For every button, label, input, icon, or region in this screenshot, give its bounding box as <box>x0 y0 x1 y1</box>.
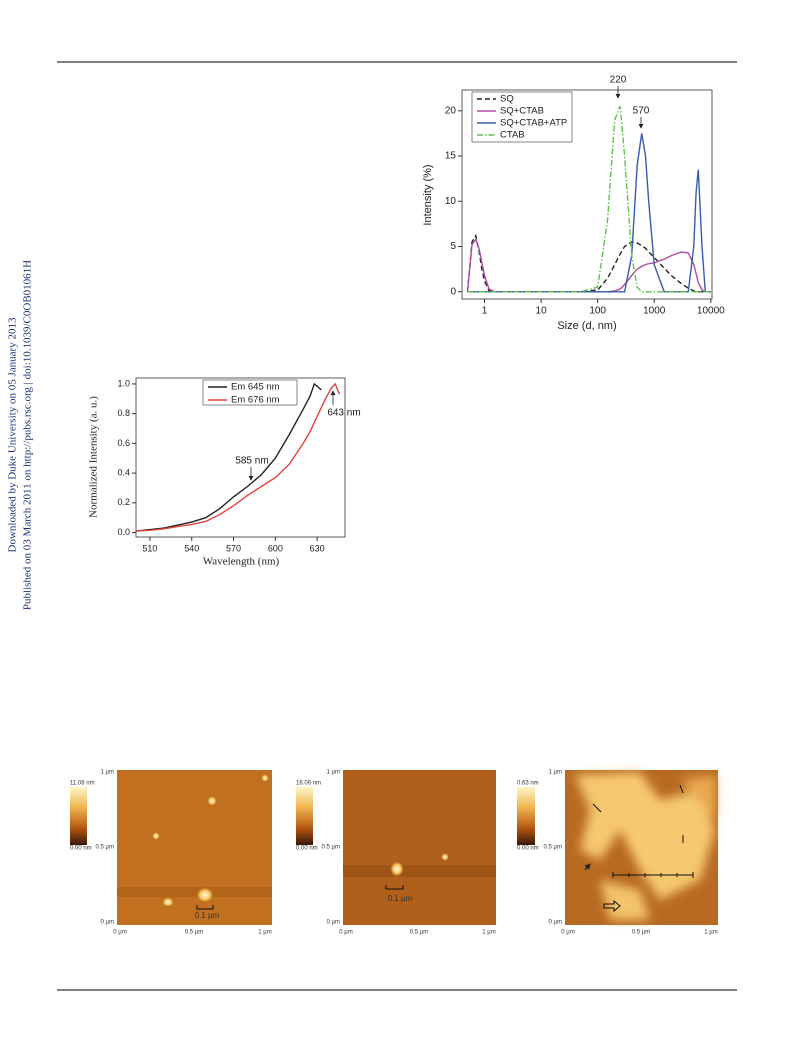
y-label: 0.5 µm <box>96 845 114 851</box>
y-axis-label: Normalized Intensity (a. u.) <box>88 396 100 518</box>
x-label: 0 µm <box>113 930 126 936</box>
legend-label: SQ+CTAB <box>500 106 544 117</box>
x-label: 0.5 µm <box>410 930 428 936</box>
color-bar-max: 0.63 nm <box>517 781 539 787</box>
x-tick-label: 600 <box>268 543 283 553</box>
y-label: 1 µm <box>549 770 562 776</box>
y-tick-label: 10 <box>445 196 457 207</box>
x-label: 0 µm <box>339 930 352 936</box>
annotation: 220 <box>610 75 627 86</box>
y-label: 0 µm <box>101 920 114 926</box>
afm-image <box>117 770 272 925</box>
y-label: 0 µm <box>549 920 562 926</box>
series-line <box>466 237 711 293</box>
annotation: 570 <box>633 106 650 117</box>
afm-artifact <box>343 865 496 877</box>
x-label: 0.5 µm <box>632 930 650 936</box>
afm-image <box>343 770 496 925</box>
x-axis-label: Wavelength (nm) <box>203 556 280 568</box>
series-line <box>467 133 711 293</box>
annotation: 643 nm <box>327 408 360 419</box>
afm-particle <box>196 887 214 903</box>
afm-particle <box>207 796 217 806</box>
annotation: 585 nm <box>235 456 268 467</box>
y-label: 1 µm <box>327 770 340 776</box>
legend-label: Em 676 nm <box>231 395 280 406</box>
y-tick-label: 1.0 <box>117 378 130 388</box>
afm-particle <box>261 774 269 782</box>
afm-panel: 16.09 nm 0.00 nm 1 µm 0.5 µm 0 µm 0 µm 0… <box>296 770 496 936</box>
x-label: 0.5 µm <box>185 930 203 936</box>
sidebar-text: Downloaded by Duke University on 05 Janu… <box>7 317 19 552</box>
afm-artifact <box>117 887 272 897</box>
x-label: 1 µm <box>704 930 717 936</box>
x-tick-label: 1 <box>482 306 488 317</box>
color-bar-min: 0.00 nm <box>296 846 318 852</box>
x-tick-label: 630 <box>310 543 325 553</box>
series-line <box>135 382 322 532</box>
y-tick-label: 0.2 <box>117 497 130 507</box>
scale-bar-label: 0.1 µm <box>195 911 220 920</box>
y-tick-label: 0 <box>450 286 456 297</box>
afm-particle <box>162 897 174 907</box>
afm-arrow <box>585 784 684 871</box>
scale-bar-label: 0.1 µm <box>388 894 413 903</box>
color-bar-min: 0.00 nm <box>517 846 539 852</box>
y-label: 1 µm <box>101 770 114 776</box>
x-tick-label: 10 <box>536 306 548 317</box>
legend-label: SQ+CTAB+ATP <box>500 118 567 129</box>
plot-frame <box>461 89 713 300</box>
x-tick-label: 100 <box>589 306 606 317</box>
series-line <box>135 382 341 532</box>
sidebar-text: Published on 03 March 2011 on http://pub… <box>22 260 34 610</box>
afm-panel: 11.08 nm 0.00 nm 1 µm 0.5 µm 0 µm 0 µm 0… <box>70 770 272 936</box>
scale-bar <box>196 905 214 910</box>
legend-label: Em 645 nm <box>231 382 280 393</box>
y-tick-label: 15 <box>445 151 457 162</box>
series-line <box>466 233 711 293</box>
color-bar <box>517 787 535 845</box>
y-label: 0.5 µm <box>544 845 562 851</box>
color-bar-min: 0.00 nm <box>70 846 92 852</box>
y-tick-label: 20 <box>445 105 457 116</box>
y-tick-label: 0.6 <box>117 438 130 448</box>
x-label: 1 µm <box>258 930 271 936</box>
x-tick-label: 570 <box>226 543 241 553</box>
plot-frame <box>135 377 346 538</box>
x-label: 0 µm <box>561 930 574 936</box>
y-tick-label: 0.4 <box>117 467 130 477</box>
color-bar <box>296 787 313 845</box>
legend-label: SQ <box>500 94 514 105</box>
scale-bar <box>385 885 404 890</box>
afm-particle <box>441 853 449 861</box>
y-tick-label: 0.0 <box>117 527 130 537</box>
series-line <box>467 106 711 293</box>
afm-open-arrow <box>603 899 621 913</box>
color-bar-max: 16.09 nm <box>296 781 321 787</box>
x-tick-label: 510 <box>142 543 157 553</box>
afm-panel: 0.63 nm 0.00 nm 1 µm 0.5 µm 0 µm 0 µm 0.… <box>517 770 718 936</box>
x-tick-label: 10000 <box>697 306 725 317</box>
y-label: 0 µm <box>327 920 340 926</box>
x-tick-label: 540 <box>184 543 199 553</box>
y-label: 0.5 µm <box>322 845 340 851</box>
afm-particle <box>390 861 404 877</box>
y-tick-label: 0.8 <box>117 408 130 418</box>
x-tick-label: 1000 <box>643 306 666 317</box>
legend-box <box>471 91 573 143</box>
color-bar <box>70 787 87 845</box>
x-axis-label: Size (d, nm) <box>557 320 616 332</box>
x-label: 1 µm <box>482 930 495 936</box>
y-axis-label: Intensity (%) <box>422 164 434 225</box>
y-tick-label: 5 <box>450 241 456 252</box>
afm-texture <box>575 772 716 920</box>
legend-label: CTAB <box>500 130 525 141</box>
legend-box <box>202 379 298 406</box>
afm-ruler <box>612 872 694 878</box>
afm-particle <box>152 832 160 840</box>
color-bar-max: 11.08 nm <box>70 781 95 787</box>
